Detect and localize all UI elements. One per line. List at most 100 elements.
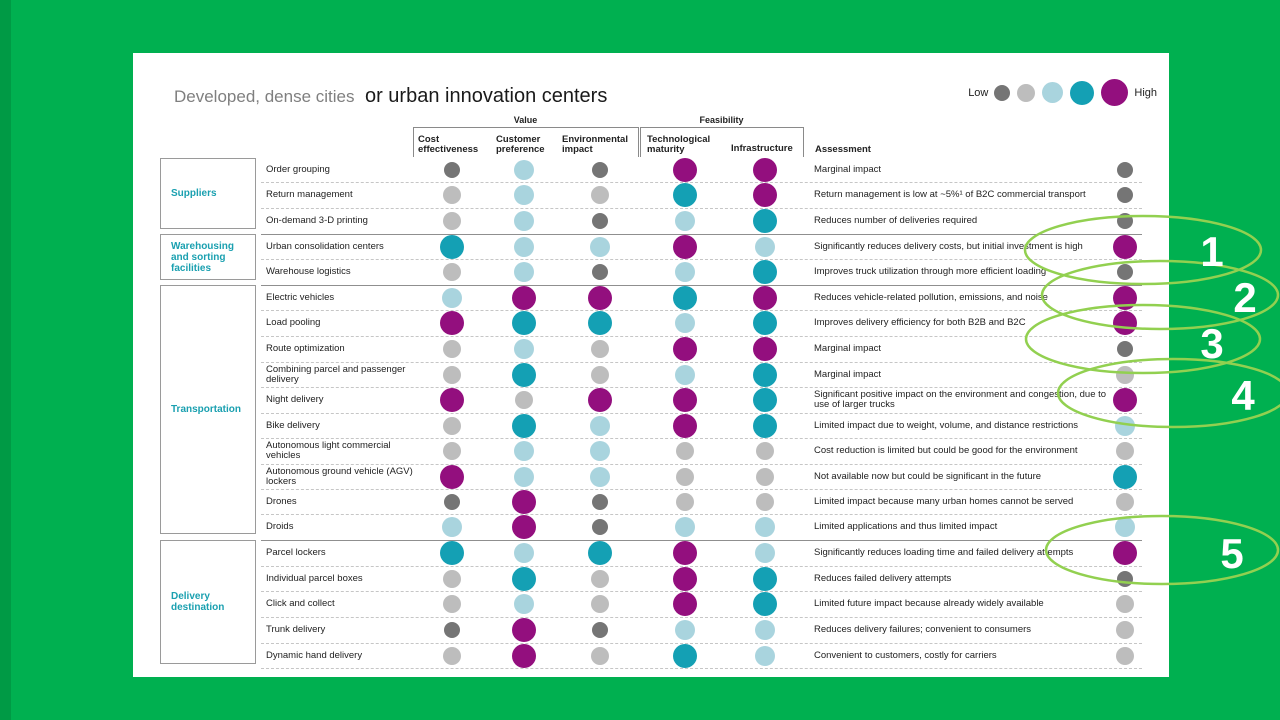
rating-dot-tech [676, 442, 694, 460]
matrix-row: Click and collect Limited future impact b… [261, 591, 1142, 618]
rating-dot-customer [512, 413, 536, 438]
row-label: Urban consolidation centers [266, 240, 384, 252]
value-group-bar-left [413, 127, 414, 157]
rating-dot-customer [512, 311, 536, 335]
overall-assessment-dot [1116, 492, 1134, 511]
rating-dot-cost [443, 186, 461, 204]
callout-number-1: 1 [1200, 228, 1223, 275]
rating-dot-environmental [591, 646, 609, 665]
rating-dot-customer [514, 594, 534, 614]
rating-dot-customer [515, 391, 533, 409]
value-group-header: Value [513, 115, 538, 125]
rating-dot-cost [444, 622, 460, 638]
rating-dot-environmental [588, 388, 612, 412]
rating-dot-customer [514, 466, 534, 487]
rating-dot-tech [675, 211, 695, 231]
rating-dot-environmental [591, 186, 609, 204]
assessment-text: Reduces failed delivery attempts [814, 572, 952, 584]
overall-assessment-dot [1113, 388, 1137, 412]
matrix-row: Parcel lockers Significantly reduces load… [261, 540, 1142, 567]
rating-dot-cost [443, 365, 461, 384]
rating-legend: Low High [968, 79, 1157, 106]
rating-dot-infra [753, 592, 777, 616]
matrix-row: Autonomous light commercial vehicles Cost… [261, 438, 1142, 465]
rating-dot-infra [753, 311, 777, 335]
rating-dot-environmental [591, 365, 609, 384]
rating-dot-customer [512, 566, 536, 591]
assessment-text: Marginal impact [814, 368, 882, 380]
rating-dot-tech [673, 413, 697, 438]
rating-dot-tech [675, 313, 695, 333]
row-label: Order grouping [266, 163, 330, 175]
legend-dot-level-3 [1042, 82, 1064, 103]
rating-dot-environmental [588, 311, 612, 335]
rating-dot-tech [673, 285, 697, 310]
assessment-text: Limited impact due to weight, volume, an… [814, 419, 1079, 431]
assessment-text: Not available now but could be significa… [814, 470, 1042, 482]
overall-assessment-dot [1113, 541, 1137, 565]
overall-assessment-dot [1116, 442, 1134, 460]
row-label: Dynamic hand delivery [266, 649, 363, 661]
overall-assessment-dot [1117, 570, 1133, 587]
row-label: Load pooling [266, 317, 321, 328]
matrix-row: Combining parcel and passenger delivery M… [261, 362, 1142, 388]
feasibility-group-bar-left [640, 127, 641, 157]
assessment-text: Improves delivery efficiency for both B2… [814, 317, 1026, 328]
rating-dot-customer [514, 262, 534, 282]
rating-dot-environmental [590, 441, 610, 461]
matrix-row: Route optimization Marginal impact [261, 336, 1142, 363]
callout-number-5: 5 [1220, 530, 1243, 577]
rating-dot-environmental [592, 213, 608, 229]
feasibility-group-header: Feasibility [699, 115, 744, 125]
assessment-text: Reduces number of deliveries required [814, 215, 978, 226]
rating-dot-infra [753, 285, 777, 310]
rating-dot-environmental [590, 415, 610, 436]
rating-dot-infra [753, 388, 777, 412]
row-label: Autonomous ground vehicle (AGV) lockers [266, 465, 413, 487]
row-label: Bike delivery [266, 419, 320, 431]
rating-dot-infra [756, 492, 774, 511]
rating-dot-tech [673, 566, 697, 591]
rating-dot-infra [753, 209, 777, 233]
rating-dot-environmental [590, 236, 610, 257]
overall-assessment-dot [1116, 365, 1134, 384]
rating-dot-infra [753, 183, 777, 207]
rating-dot-tech [675, 262, 695, 282]
assessment-text: Limited applications and thus limited im… [814, 521, 998, 532]
overall-assessment-dot [1117, 264, 1133, 280]
rating-dot-cost [440, 388, 464, 412]
column-header-customer: Customer preference [496, 134, 545, 155]
rating-dot-tech [676, 467, 694, 486]
legend-high-label: High [1134, 86, 1157, 99]
row-label: Route optimization [266, 343, 345, 354]
matrix-row: Autonomous ground vehicle (AGV) lockers N… [261, 464, 1142, 490]
rating-dot-cost [443, 212, 461, 230]
rating-dot-cost [443, 416, 461, 435]
rating-dot-cost [444, 161, 460, 178]
row-label: Parcel lockers [266, 547, 326, 558]
row-label: Combining parcel and passenger delivery [266, 363, 406, 385]
matrix-row: Individual parcel boxes Reduces failed de… [261, 566, 1142, 592]
rating-dot-cost [440, 541, 464, 565]
title-part-2: or urban innovation centers [364, 85, 608, 107]
rating-dot-infra [755, 645, 775, 666]
matrix-row: Electric vehicles Reduces vehicle-related… [261, 285, 1142, 311]
row-label: Drones [266, 495, 297, 507]
assessment-text: Return management is low at ~5%¹ of B2C … [814, 189, 1086, 200]
row-label: On-demand 3-D printing [266, 215, 368, 226]
rating-dot-tech [673, 157, 697, 182]
rating-dot-environmental [592, 519, 608, 535]
rating-dot-infra [755, 236, 775, 257]
assessment-text: Marginal impact [814, 343, 882, 354]
legend-dot-level-5 [1101, 79, 1129, 106]
category-label: Delivery destination [171, 591, 225, 613]
rating-dot-environmental [592, 493, 608, 510]
rating-dot-environmental [588, 541, 612, 565]
value-group-bar-right [638, 127, 639, 157]
overall-assessment-dot [1117, 341, 1133, 357]
assessment-text: Significantly reduces loading time and f… [814, 547, 1074, 558]
rating-dot-environmental [588, 285, 612, 310]
rating-dot-cost [443, 595, 461, 613]
assessment-text: Significant positive impact on the envir… [814, 389, 1107, 410]
legend-dot-level-1 [994, 84, 1011, 101]
